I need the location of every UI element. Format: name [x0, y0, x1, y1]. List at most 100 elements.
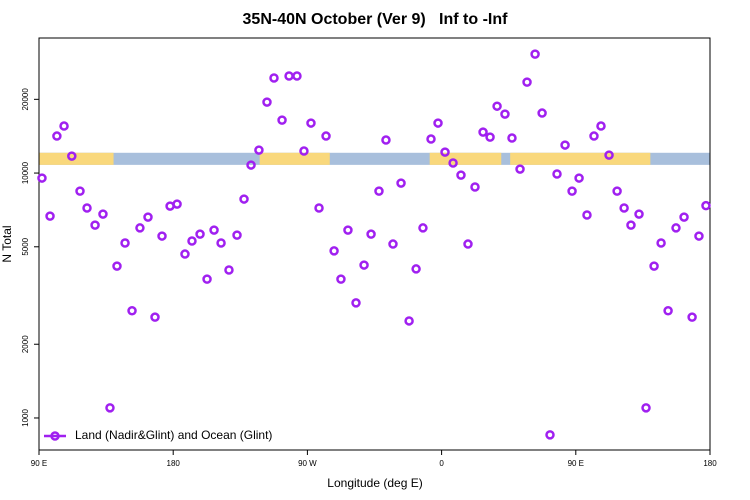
data-point [82, 203, 92, 213]
data-point [626, 220, 636, 230]
data-point [112, 261, 122, 271]
data-point [500, 109, 510, 119]
data-point [381, 135, 391, 145]
data-point [687, 312, 697, 322]
data-point [52, 131, 62, 141]
data-point [649, 261, 659, 271]
data-point [246, 160, 256, 170]
data-point [485, 132, 495, 142]
land-band [259, 152, 330, 165]
y-tick-label: 2000 [21, 335, 30, 353]
data-point [299, 146, 309, 156]
data-point [150, 312, 160, 322]
data-point [463, 239, 473, 249]
data-point [90, 220, 100, 230]
x-tick-label: 90 W [298, 459, 317, 468]
data-point [262, 97, 272, 107]
data-point [582, 210, 592, 220]
data-point [180, 249, 190, 259]
data-point [537, 108, 547, 118]
data-point [418, 223, 428, 233]
data-point [426, 134, 436, 144]
data-point [663, 306, 673, 316]
data-point [701, 200, 711, 211]
legend-marker [50, 431, 60, 441]
y-tick-label: 10000 [21, 161, 30, 184]
data-point [195, 229, 205, 239]
data-point [545, 430, 555, 440]
data-point [314, 203, 324, 213]
data-point [254, 145, 264, 155]
y-tick-label: 20000 [21, 88, 30, 111]
data-point [411, 264, 421, 274]
data-point [478, 127, 488, 137]
data-point [515, 164, 525, 174]
x-tick-label: 180 [167, 459, 181, 468]
data-point [209, 225, 219, 235]
data-point [269, 73, 279, 83]
data-point [37, 173, 47, 183]
data-point [321, 131, 331, 141]
data-point [239, 194, 249, 204]
data-point [143, 212, 153, 222]
legend-label: Land (Nadir&Glint) and Ocean (Glint) [75, 428, 272, 442]
data-point [359, 260, 369, 270]
data-point [456, 170, 466, 180]
y-tick-label: 5000 [21, 237, 30, 255]
x-tick-label: 90 E [568, 459, 584, 468]
chart-title: 35N-40N October (Ver 9) Inf to -Inf [243, 11, 509, 28]
data-point [507, 133, 517, 143]
data-point [127, 306, 137, 316]
data-point [641, 403, 651, 413]
land-band [510, 152, 651, 165]
x-tick-label: 90 E [31, 459, 47, 468]
data-point [470, 182, 480, 192]
data-point [694, 231, 704, 241]
data-point [67, 151, 77, 161]
data-point [224, 265, 234, 275]
data-point [232, 230, 242, 240]
data-point [187, 236, 197, 246]
data-point [567, 186, 577, 196]
data-point [366, 229, 376, 239]
data-point [604, 150, 614, 160]
data-point [75, 186, 85, 196]
data-point [440, 147, 450, 157]
land-band [429, 152, 502, 165]
data-point [135, 223, 145, 233]
data-point [560, 140, 570, 150]
data-point [574, 173, 584, 183]
data-point [351, 298, 361, 308]
data-point [336, 274, 346, 284]
data-point [59, 121, 69, 131]
data-point [343, 225, 353, 235]
data-point [172, 199, 182, 209]
data-point [292, 71, 302, 81]
data-point [671, 223, 681, 233]
data-point [157, 231, 167, 241]
data-point [589, 131, 599, 141]
data-point [45, 211, 55, 221]
data-point [522, 77, 532, 87]
y-tick-label: 1000 [21, 409, 30, 427]
data-point [306, 118, 316, 128]
data-point [679, 212, 689, 222]
land-band [39, 152, 114, 165]
data-point [656, 238, 666, 248]
data-point [396, 178, 406, 188]
data-point [284, 71, 294, 81]
data-point [277, 115, 287, 125]
x-tick-label: 0 [439, 459, 444, 468]
data-point [98, 209, 108, 219]
data-point [388, 239, 398, 249]
data-point [120, 238, 130, 248]
data-point [202, 274, 212, 284]
x-axis-label: Longitude (deg E) [327, 476, 422, 490]
data-point [634, 209, 644, 219]
data-point [374, 186, 384, 196]
data-point [404, 316, 414, 326]
data-point [530, 49, 540, 59]
data-point [448, 158, 458, 168]
data-point [596, 121, 606, 131]
data-point [492, 101, 502, 111]
